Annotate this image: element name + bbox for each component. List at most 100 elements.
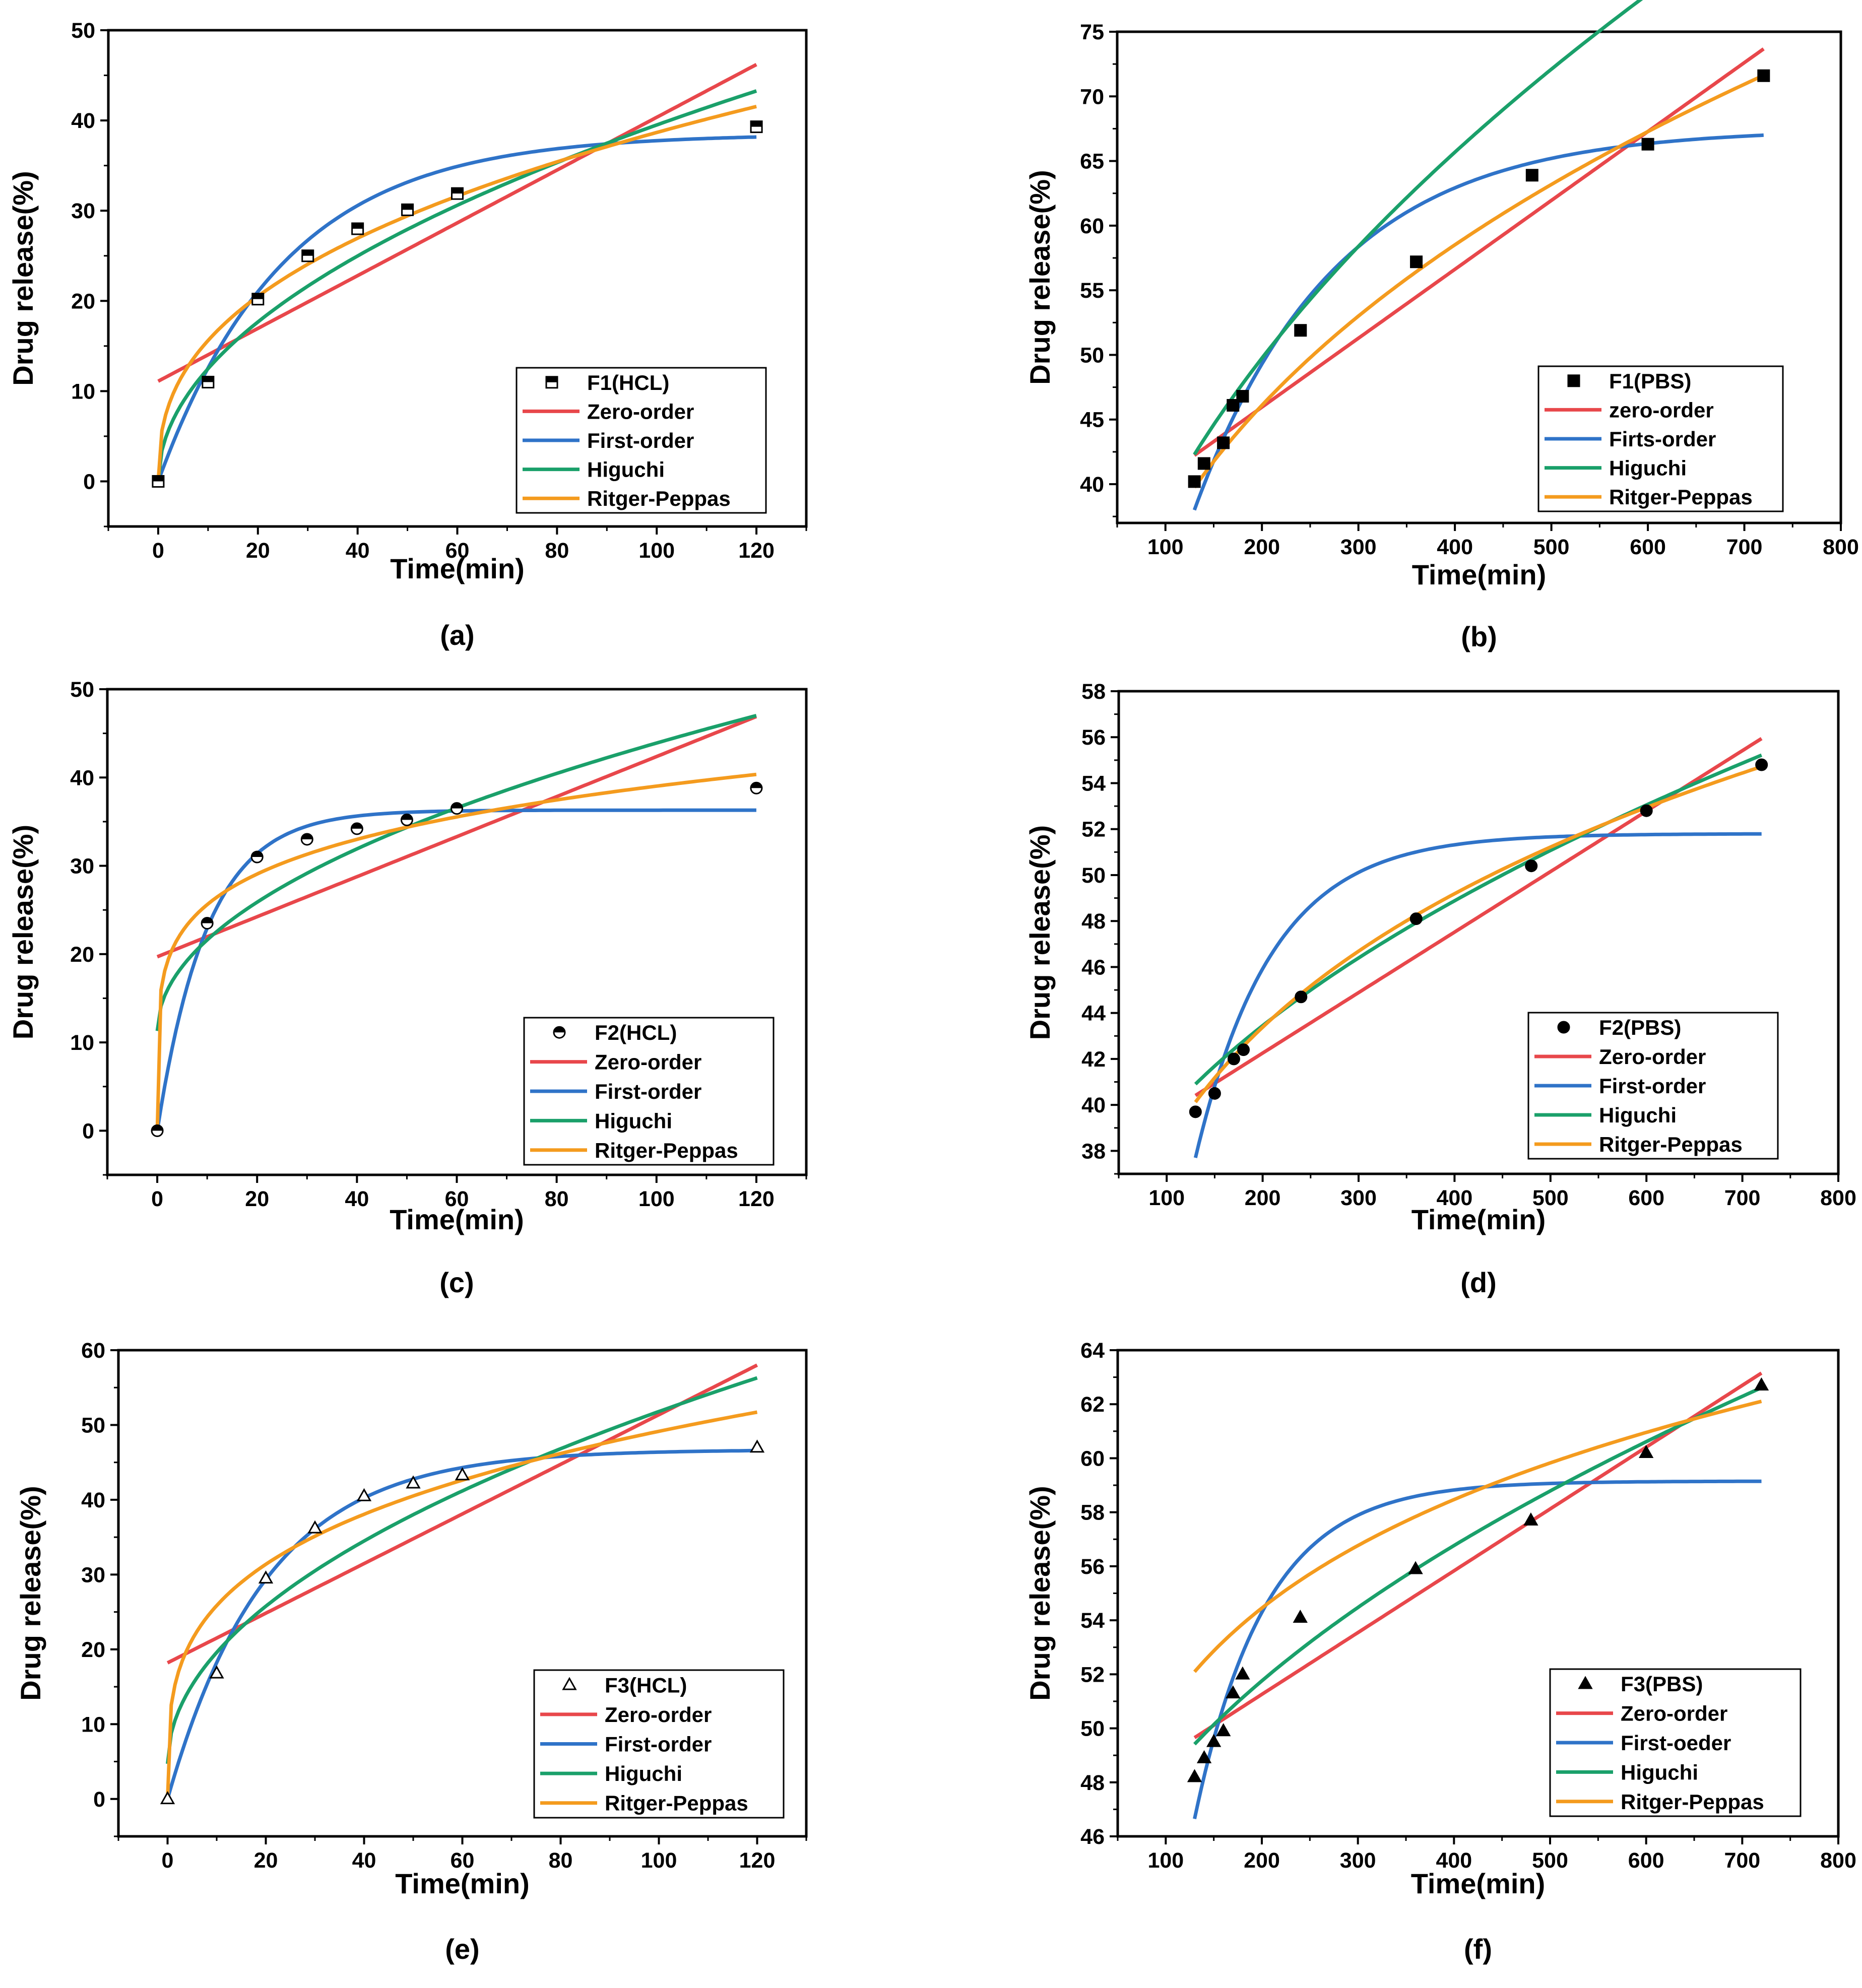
y-tick-label: 54 <box>1080 1609 1105 1633</box>
data-point-fill <box>152 1125 163 1131</box>
y-tick-label: 56 <box>1081 725 1106 750</box>
series-line-zero-order <box>1193 1371 1763 1740</box>
data-point <box>1408 1561 1423 1574</box>
x-tick-label: 500 <box>1532 1186 1569 1210</box>
y-tick-label: 60 <box>1080 1446 1105 1471</box>
y-tick-label: 50 <box>70 678 94 702</box>
x-tick-label: 600 <box>1630 535 1666 559</box>
data-point-fill <box>301 833 313 839</box>
y-tick-label: 50 <box>71 19 95 43</box>
legend-label: Zero-order <box>595 1050 701 1074</box>
legend-label-data: F1(HCL) <box>587 371 669 394</box>
legend-label: First-oeder <box>1621 1731 1731 1755</box>
x-axis-title: Time(min) <box>1411 1868 1546 1899</box>
series-line-higuchi <box>155 714 757 1031</box>
series-line-higuchi <box>1193 0 1643 456</box>
y-axis-title: Drug release(%) <box>15 1486 46 1700</box>
y-tick-label: 20 <box>71 289 95 313</box>
legend-label: Higuchi <box>1621 1760 1698 1784</box>
x-tick-label: 0 <box>151 1187 163 1211</box>
series-line-first-order <box>156 135 757 482</box>
data-point <box>1525 169 1538 182</box>
y-tick-label: 50 <box>1080 343 1104 367</box>
x-tick-label: 100 <box>641 1848 677 1873</box>
data-point <box>1208 1087 1221 1100</box>
chart-a: 0 20 40 60 80 100 120 0 10 20 30 40 50 Time(min) Drug … <box>7 19 808 651</box>
data-point-fill <box>351 823 363 829</box>
y-tick-label: 10 <box>81 1712 105 1737</box>
x-tick-label: 40 <box>352 1848 376 1873</box>
legend-label: Zero-order <box>605 1703 712 1727</box>
y-tick-label: 52 <box>1081 818 1106 842</box>
y-tick-label: 44 <box>1081 1002 1106 1026</box>
legend-label-data: F3(HCL) <box>605 1673 687 1697</box>
data-point-fill <box>451 803 463 809</box>
x-tick-label: 200 <box>1244 1848 1280 1873</box>
y-tick-label: 50 <box>1081 864 1106 888</box>
series-line-zero-order <box>1193 47 1765 457</box>
y-tick-label: 40 <box>71 109 95 133</box>
data-point <box>1188 475 1201 488</box>
x-tick-label: 120 <box>738 539 775 563</box>
y-tick-label: 0 <box>93 1787 105 1812</box>
chart-panel-f: 100 200 300 400 500 600 700 800 46 48 50 52 54 56 58 60… <box>931 1325 1862 1988</box>
panel-caption: (c) <box>439 1267 474 1298</box>
y-tick-label: 45 <box>1080 408 1104 432</box>
chart-panel-e: 0 20 40 60 80 100 120 0 10 20 30 40 50 60 Time(min) Dru… <box>0 1325 931 1988</box>
y-tick-label: 46 <box>1081 955 1106 979</box>
data-point-fill <box>302 250 313 256</box>
x-tick-label: 400 <box>1436 1848 1472 1873</box>
legend-marker <box>562 1677 577 1690</box>
x-tick-label: 300 <box>1340 535 1377 559</box>
x-tick-label: 800 <box>1823 535 1859 559</box>
data-point-fill <box>352 223 363 229</box>
legend-label: Ritger-Peppas <box>595 1139 738 1162</box>
y-tick-label: 75 <box>1080 20 1104 44</box>
x-tick-label: 700 <box>1724 1186 1761 1210</box>
y-axis-title: Drug release(%) <box>1024 170 1056 384</box>
x-tick-label: 200 <box>1244 535 1280 559</box>
x-axis-title: Time(min) <box>390 1204 524 1235</box>
data-point <box>1754 1377 1769 1390</box>
x-tick-label: 300 <box>1340 1848 1376 1873</box>
legend-label: Ritger-Peppas <box>587 487 731 510</box>
data-point <box>1235 1666 1250 1680</box>
y-tick-label: 64 <box>1080 1339 1105 1363</box>
data-point <box>1196 1750 1212 1763</box>
y-tick-label: 60 <box>1080 214 1104 238</box>
series-line-ritger-peppas <box>155 772 757 1131</box>
data-point <box>406 1475 421 1489</box>
chart-panel-c: 0 20 40 60 80 100 120 0 10 20 30 40 50 Time(min) Drug … <box>0 665 931 1325</box>
data-point-fill <box>751 121 762 127</box>
series-line-ritger-peppas <box>1193 74 1765 489</box>
chart-panel-d: 100 200 300 400 500 600 700 800 38 40 42 44 46 48 50 52… <box>931 665 1862 1325</box>
legend-label: Ritger-Peppas <box>1599 1133 1743 1156</box>
chart-e: 0 20 40 60 80 100 1200102030405060Time(min)Dru… <box>15 1339 808 1965</box>
x-tick-label: 20 <box>246 539 270 563</box>
y-tick-label: 0 <box>83 470 95 494</box>
x-tick-label: 80 <box>545 1187 569 1211</box>
x-tick-label: 20 <box>254 1848 278 1873</box>
y-tick-label: 58 <box>1081 680 1106 704</box>
series-line-first-oeder <box>1193 1479 1762 1819</box>
chart-b: 100 200 300 400 500 600 700 800 40 45 50 55 60 65 70 75… <box>1024 0 1859 652</box>
y-tick-label: 62 <box>1080 1393 1105 1417</box>
legend-label: Zero-order <box>1599 1045 1706 1069</box>
series-line-zero-order <box>157 63 757 383</box>
legend-label: Higuchi <box>605 1762 682 1785</box>
x-tick-label: 120 <box>738 1187 775 1211</box>
legend-label: Ritger-Peppas <box>605 1792 748 1815</box>
legend-label-data: F3(PBS) <box>1621 1672 1703 1696</box>
data-point <box>1640 804 1653 817</box>
data-point <box>1206 1734 1222 1747</box>
legend-label: Higuchi <box>1599 1103 1677 1127</box>
y-tick-label: 40 <box>1081 1093 1106 1117</box>
legend-label-data: F2(HCL) <box>595 1021 677 1044</box>
data-point <box>1216 1723 1231 1737</box>
x-tick-label: 100 <box>1147 1848 1184 1873</box>
legend-marker <box>1578 1676 1593 1689</box>
series-line-first-order <box>1193 832 1762 1158</box>
data-point <box>1189 1105 1202 1118</box>
x-tick-label: 100 <box>638 1187 675 1211</box>
data-point <box>1409 912 1423 925</box>
